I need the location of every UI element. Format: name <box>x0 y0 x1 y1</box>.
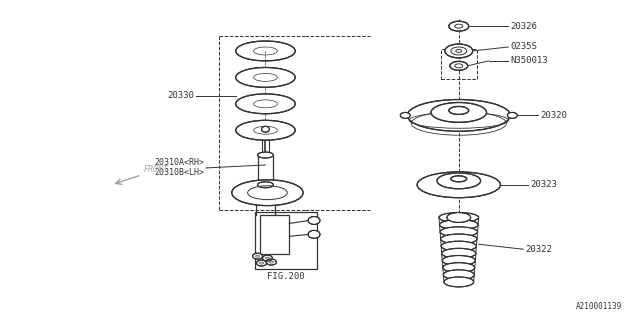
Ellipse shape <box>257 260 266 266</box>
Ellipse shape <box>417 172 500 198</box>
Ellipse shape <box>407 100 510 131</box>
Text: 20310B<LH>: 20310B<LH> <box>154 168 204 177</box>
Ellipse shape <box>262 255 273 261</box>
Ellipse shape <box>442 248 476 258</box>
Ellipse shape <box>262 126 269 132</box>
Ellipse shape <box>232 180 303 206</box>
Ellipse shape <box>266 259 276 265</box>
Ellipse shape <box>451 176 467 182</box>
Text: 20322: 20322 <box>525 245 552 254</box>
Text: 20323: 20323 <box>530 180 557 189</box>
Ellipse shape <box>440 227 477 237</box>
Ellipse shape <box>440 220 478 230</box>
Ellipse shape <box>257 152 273 158</box>
Ellipse shape <box>450 61 468 70</box>
Ellipse shape <box>440 234 477 244</box>
Ellipse shape <box>439 212 479 222</box>
Ellipse shape <box>449 107 468 114</box>
Ellipse shape <box>444 277 474 287</box>
Ellipse shape <box>236 68 295 87</box>
Text: 20330: 20330 <box>167 91 194 100</box>
Ellipse shape <box>443 263 475 273</box>
Bar <box>441 49 477 79</box>
Ellipse shape <box>508 112 517 118</box>
Bar <box>260 214 289 254</box>
Ellipse shape <box>441 241 476 251</box>
Bar <box>255 212 317 269</box>
Text: 20310A<RH>: 20310A<RH> <box>154 158 204 167</box>
Text: N350013: N350013 <box>510 56 548 65</box>
Ellipse shape <box>444 270 474 280</box>
Text: A210001139: A210001139 <box>576 302 622 311</box>
Ellipse shape <box>445 44 473 58</box>
Ellipse shape <box>236 120 295 140</box>
Ellipse shape <box>253 253 262 259</box>
Text: 20320: 20320 <box>540 111 567 120</box>
Ellipse shape <box>236 94 295 114</box>
Text: FRONT: FRONT <box>143 165 168 174</box>
Text: 20326: 20326 <box>510 22 537 31</box>
Ellipse shape <box>449 21 468 31</box>
Ellipse shape <box>442 255 476 265</box>
Text: FIG.200: FIG.200 <box>267 272 305 282</box>
Ellipse shape <box>400 112 410 118</box>
Ellipse shape <box>447 212 470 222</box>
Ellipse shape <box>257 182 273 188</box>
Ellipse shape <box>437 173 481 189</box>
Ellipse shape <box>308 217 320 224</box>
Ellipse shape <box>431 102 486 122</box>
Text: 0235S: 0235S <box>510 43 537 52</box>
Ellipse shape <box>308 230 320 238</box>
Ellipse shape <box>236 41 295 61</box>
